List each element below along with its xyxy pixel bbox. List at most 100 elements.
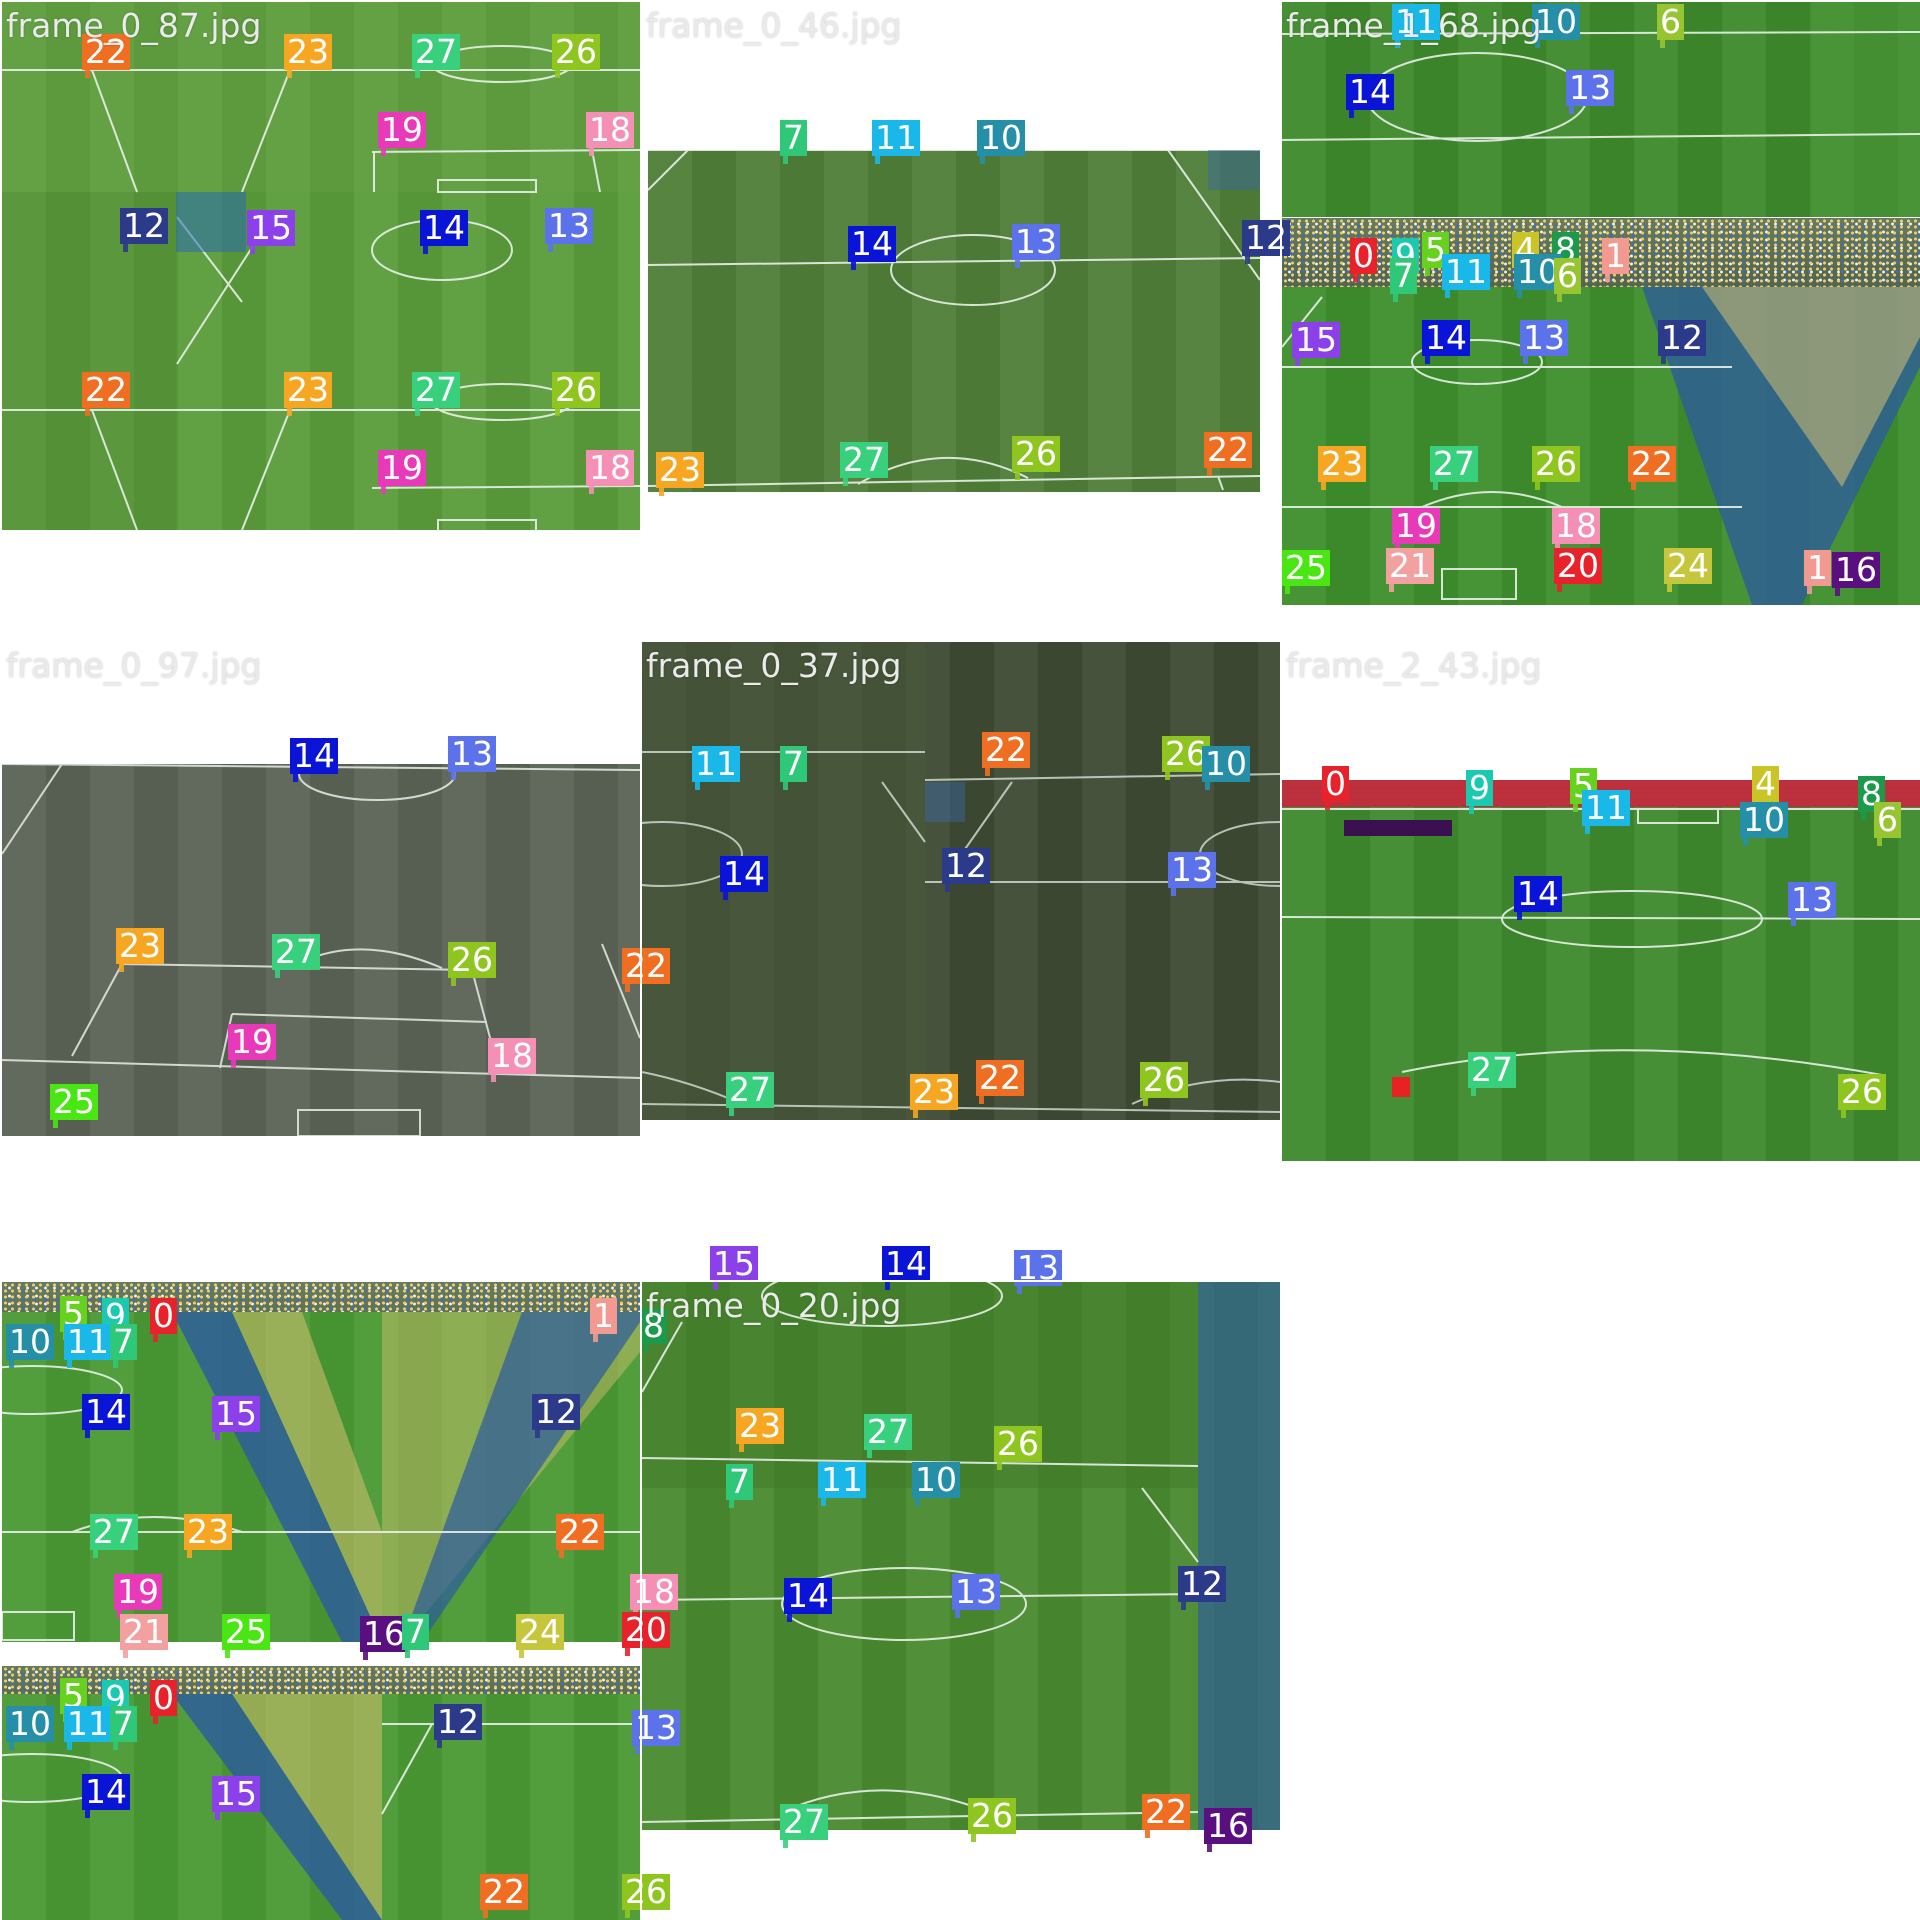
track-id-label: 18 bbox=[586, 450, 634, 494]
track-id-label: 13 bbox=[1520, 320, 1568, 364]
track-id-label: 26 bbox=[1140, 1062, 1188, 1106]
track-id-label: 11 bbox=[692, 746, 740, 790]
track-id-label: 22 bbox=[556, 1514, 604, 1558]
track-id-label: 11 bbox=[818, 1462, 866, 1506]
grid-separator bbox=[0, 640, 1920, 642]
track-id-label: 14 bbox=[1422, 320, 1470, 364]
track-id-label: 10 bbox=[977, 120, 1025, 164]
track-id-label: 27 bbox=[840, 442, 888, 486]
track-id-label: 10 bbox=[1202, 746, 1250, 790]
track-id-label: 26 bbox=[552, 34, 600, 78]
track-id-label: 27 bbox=[726, 1072, 774, 1116]
track-id-label: 13 bbox=[1788, 882, 1836, 926]
tile-composite-7 bbox=[2, 1282, 640, 1920]
tile-title: frame_0_46.jpg bbox=[646, 6, 902, 45]
track-id-label: 19 bbox=[1392, 508, 1440, 552]
track-id-label: 1 bbox=[1804, 550, 1831, 594]
tile-title: frame_0_97.jpg bbox=[6, 646, 262, 685]
tile-title: frame_0_37.jpg bbox=[646, 646, 902, 685]
track-id-label: 7 bbox=[726, 1464, 753, 1508]
track-id-label: 23 bbox=[116, 928, 164, 972]
scoreboard bbox=[1344, 820, 1452, 836]
tile-title: frame_0_20.jpg bbox=[646, 1286, 902, 1325]
track-id-label: 7 bbox=[780, 746, 807, 790]
track-id-label: 20 bbox=[622, 1612, 670, 1656]
track-id-label: 22 bbox=[1142, 1794, 1190, 1838]
track-id-label: 10 bbox=[6, 1706, 54, 1750]
tile-frame-0-97 bbox=[2, 642, 640, 1280]
track-id-label: 22 bbox=[1628, 446, 1676, 490]
track-id-label: 20 bbox=[1554, 548, 1602, 592]
track-id-label: 15 bbox=[212, 1776, 260, 1820]
track-id-label: 12 bbox=[532, 1394, 580, 1438]
track-id-label: 11 bbox=[64, 1706, 112, 1750]
track-id-label: 22 bbox=[1204, 432, 1252, 476]
track-id-label: 22 bbox=[622, 948, 670, 992]
track-id-label: 19 bbox=[378, 450, 426, 494]
track-id-label: 12 bbox=[1658, 320, 1706, 364]
track-id-label: 14 bbox=[82, 1394, 130, 1438]
tile-frame-0-46 bbox=[642, 2, 1280, 640]
track-id-label: 23 bbox=[656, 452, 704, 496]
track-id-label: 25 bbox=[1282, 550, 1330, 594]
track-id-label: 23 bbox=[284, 34, 332, 78]
track-id-label: 21 bbox=[120, 1614, 168, 1658]
track-id-label: 18 bbox=[1552, 508, 1600, 552]
track-id-label: 22 bbox=[82, 372, 130, 416]
track-id-label: 19 bbox=[378, 112, 426, 156]
track-id-label: 10 bbox=[1532, 4, 1580, 48]
track-id-label: 15 bbox=[1292, 322, 1340, 366]
track-id-label: 7 bbox=[402, 1614, 429, 1658]
track-id-label: 7 bbox=[110, 1324, 137, 1368]
pitch-image bbox=[2, 1312, 640, 1642]
track-id-label: 9 bbox=[1466, 770, 1493, 814]
track-id-label: 14 bbox=[1514, 876, 1562, 920]
track-id-label: 22 bbox=[982, 732, 1030, 776]
track-id-label: 6 bbox=[1874, 802, 1901, 846]
pitch-image bbox=[642, 1282, 1280, 1830]
track-id-label: 27 bbox=[1468, 1052, 1516, 1096]
track-id-label: 13 bbox=[448, 736, 496, 780]
track-id-label: 10 bbox=[912, 1462, 960, 1506]
grid-separator bbox=[640, 0, 642, 1920]
track-id-label: 21 bbox=[1386, 548, 1434, 592]
track-id-label: 11 bbox=[1582, 790, 1630, 834]
track-id-label: 7 bbox=[1390, 258, 1417, 302]
track-id-label: 25 bbox=[50, 1084, 98, 1128]
track-id-label: 24 bbox=[1664, 548, 1712, 592]
track-id-label: 13 bbox=[1566, 70, 1614, 114]
pitch-image bbox=[2, 764, 640, 1136]
track-id-label: 26 bbox=[1532, 446, 1580, 490]
track-id-label: 0 bbox=[1350, 238, 1377, 282]
track-id-label: 11 bbox=[64, 1324, 112, 1368]
track-id-label: 22 bbox=[480, 1874, 528, 1918]
track-id-label: 16 bbox=[1832, 552, 1880, 596]
track-id-label: 14 bbox=[784, 1578, 832, 1622]
track-id-label: 19 bbox=[228, 1024, 276, 1068]
track-id-label: 14 bbox=[720, 856, 768, 900]
track-id-label: 27 bbox=[272, 934, 320, 978]
track-id-label: 13 bbox=[1012, 224, 1060, 268]
track-id-label: 27 bbox=[780, 1804, 828, 1848]
track-id-label: 10 bbox=[1740, 802, 1788, 846]
track-id-label: 8 bbox=[640, 1308, 667, 1352]
track-id-label: 11 bbox=[872, 120, 920, 164]
track-id-label: 13 bbox=[952, 1574, 1000, 1618]
track-id-label: 7 bbox=[780, 120, 807, 164]
pitch-image bbox=[648, 150, 1260, 492]
track-id-label: 18 bbox=[586, 112, 634, 156]
track-id-label: 27 bbox=[90, 1514, 138, 1558]
track-id-label: 24 bbox=[516, 1614, 564, 1658]
track-id-label: 14 bbox=[420, 210, 468, 254]
track-id-label: 23 bbox=[736, 1408, 784, 1452]
track-id-label: 16 bbox=[1204, 1808, 1252, 1852]
track-id-label: 26 bbox=[968, 1798, 1016, 1842]
track-id-label: 6 bbox=[1554, 258, 1581, 302]
tile-frame-2-43 bbox=[1282, 642, 1920, 1280]
track-id-label: 11 bbox=[1442, 254, 1490, 298]
pitch-image bbox=[1282, 2, 1920, 217]
track-id-label: 5 bbox=[1422, 232, 1449, 276]
track-id-label: 15 bbox=[212, 1396, 260, 1440]
track-id-label: 27 bbox=[412, 372, 460, 416]
track-id-label: 15 bbox=[710, 1246, 758, 1290]
